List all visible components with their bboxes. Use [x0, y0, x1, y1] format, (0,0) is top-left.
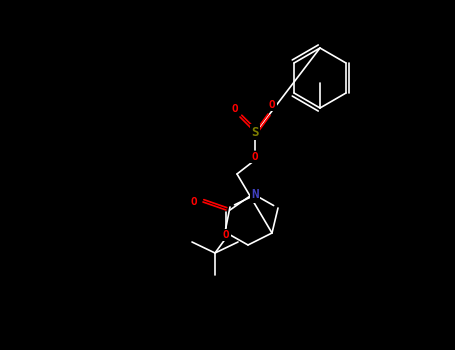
Text: O: O	[268, 100, 275, 110]
Text: N: N	[251, 189, 259, 202]
Text: O: O	[222, 230, 229, 240]
Text: S: S	[251, 126, 259, 139]
Text: O: O	[252, 152, 258, 162]
Text: O: O	[232, 104, 238, 114]
Text: O: O	[191, 197, 197, 207]
